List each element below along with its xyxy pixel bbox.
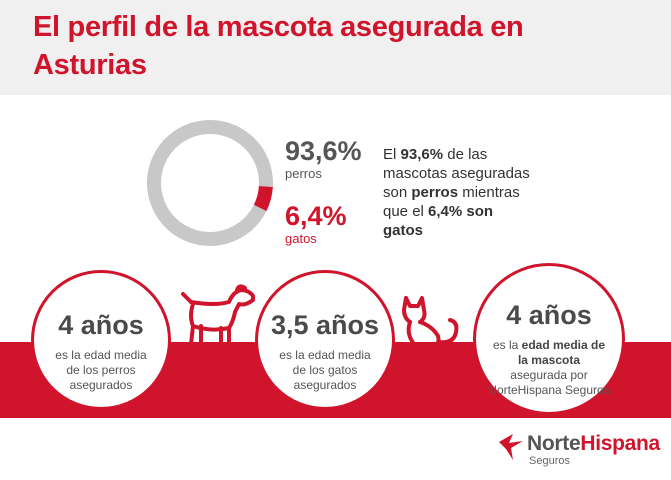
cats-label: gatos [285,231,317,246]
all-pets-age-text: es la edad media de la mascota asegurada… [476,338,622,398]
all-pets-age-circle: 4 años es la edad media de la mascota as… [473,263,625,415]
desc-text-2: de las mascotas aseguradas son [383,146,530,201]
dog-icon [181,284,255,346]
dogs-age-circle: 4 años es la edad media de los perros as… [31,270,171,410]
pet-share-description: El 93,6% de las mascotas aseguradas son … [383,145,533,240]
cats-age-value: 3,5 años [270,310,380,340]
dogs-label: perros [285,166,322,181]
desc-bold-2: perros [411,184,459,201]
donut-slice-perros [147,120,273,246]
all-pets-age-value: 4 años [506,300,592,330]
desc-text-3: mientras que el [383,184,520,220]
page-title: El perfil de la mascota asegurada en Ast… [33,11,524,81]
dogs-percentage: 93,6% [285,136,362,166]
donut-slice-gatos [253,185,273,212]
cats-age-text: es la edad media de los gatos asegurados [279,348,371,392]
logo-name-b: Hispana [580,432,660,455]
dogs-age-text: es la edad media de los perros asegurado… [55,348,147,392]
logo-wordmark: NorteHispana [527,433,660,455]
desc-bold-1: 93,6% [400,146,444,163]
cats-age-circle: 3,5 años es la edad media de los gatos a… [255,270,395,410]
desc-text-1: El [383,146,401,163]
logo-subtitle: Seguros [529,455,570,467]
nortehispana-bird-icon [499,434,523,460]
dogs-age-value: 4 años [58,310,144,340]
all-pets-text-2: asegurada por NorteHispana Seguros [488,368,610,397]
all-pets-text-1: es la [492,338,522,352]
desc-bold-3: 6,4% son gatos [383,203,494,239]
all-pets-bold: edad media de la mascota [517,338,606,367]
cat-icon [402,296,459,354]
header-band: El perfil de la mascota asegurada en Ast… [0,0,671,95]
logo-name-a: Norte [527,432,581,455]
donut-chart [147,120,273,246]
cats-percentage: 6,4% [285,201,347,231]
